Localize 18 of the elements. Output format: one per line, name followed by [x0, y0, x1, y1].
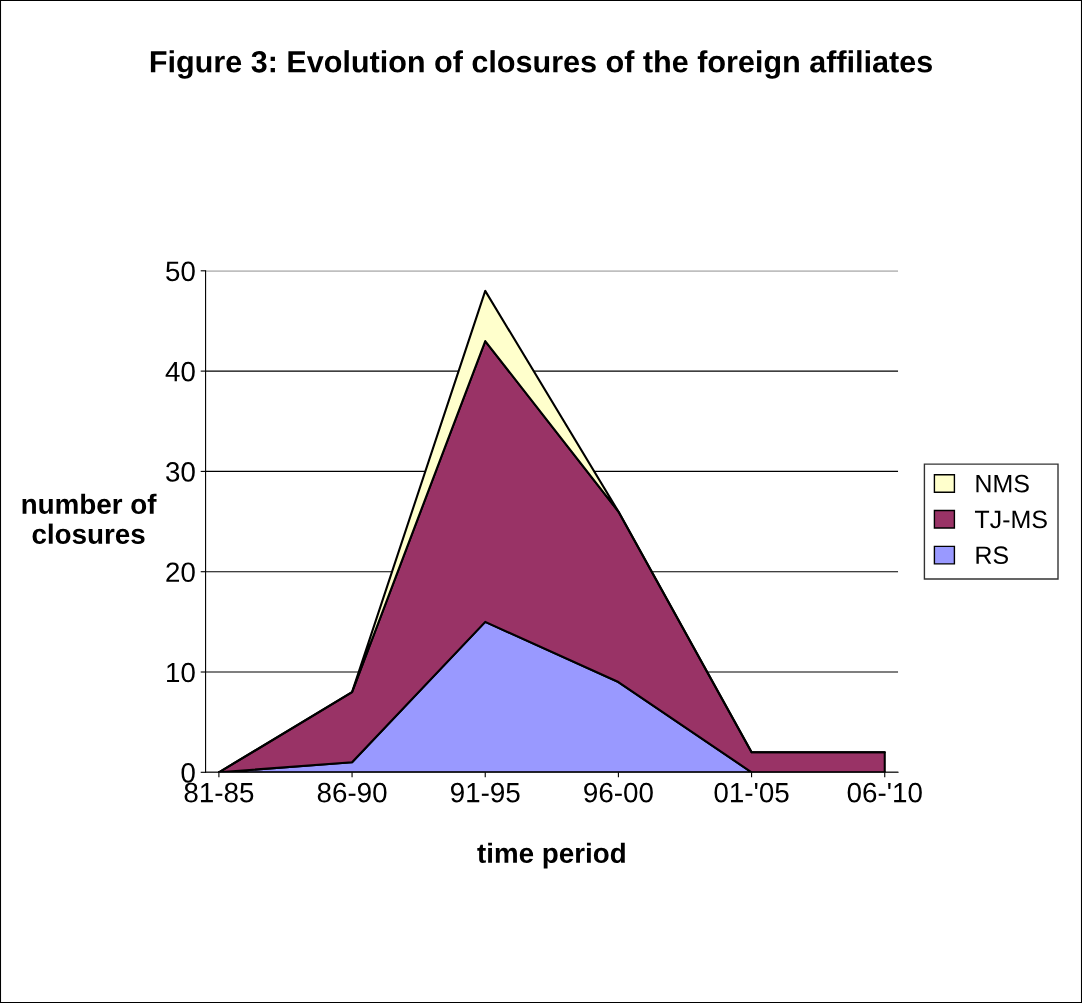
legend-label: NMS	[976, 474, 1029, 493]
y-tick-label: 0	[181, 762, 195, 783]
x-tick-label: 06-'10	[847, 782, 922, 803]
x-tick-label: 81-85	[184, 782, 254, 803]
y-tick-label: 40	[165, 361, 195, 382]
y-tick-label: 20	[166, 562, 195, 583]
y-tick-label: 30	[166, 462, 195, 482]
x-tick-label: 86-90	[317, 782, 387, 803]
y-axis-title: number of closures	[22, 493, 157, 544]
legend-label: TJ-MS	[974, 510, 1047, 529]
x-tick-label: 96-00	[584, 782, 653, 803]
y-tick-label: 10	[167, 662, 195, 683]
x-tick-label: 01-'05	[714, 782, 789, 803]
x-tick-label: 91-95	[451, 782, 520, 803]
y-tick-label: 50	[166, 261, 195, 282]
chart-title: Figure 3: Evolution of closures of the foreign affiliates	[150, 50, 932, 79]
x-axis-title: time period	[477, 842, 625, 869]
legend-label: RS	[976, 546, 1008, 565]
